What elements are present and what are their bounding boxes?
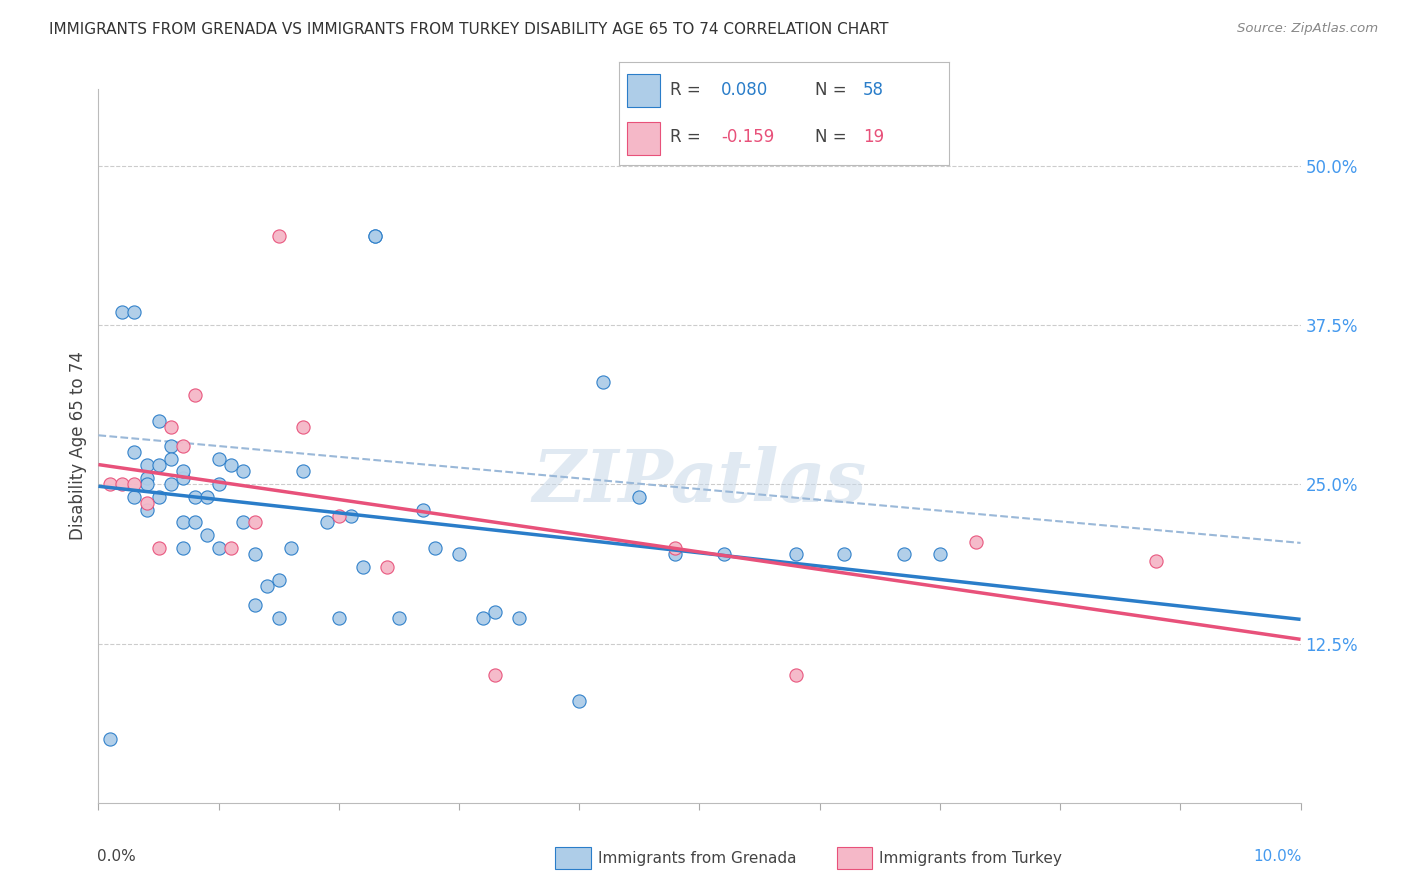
Point — [183, 516, 205, 530]
Text: Source: ZipAtlas.com: Source: ZipAtlas.com — [1237, 22, 1378, 36]
Point — [159, 477, 181, 491]
Point — [159, 420, 181, 434]
Point — [328, 611, 350, 625]
Point — [340, 509, 363, 524]
Y-axis label: Disability Age 65 to 74: Disability Age 65 to 74 — [69, 351, 87, 541]
Point — [965, 534, 987, 549]
Point — [929, 547, 952, 561]
Point — [628, 490, 651, 504]
Point — [291, 465, 314, 479]
Text: Immigrants from Grenada: Immigrants from Grenada — [598, 851, 796, 865]
Bar — [627, 74, 659, 106]
Point — [243, 599, 266, 613]
Point — [256, 579, 278, 593]
Text: N =: N = — [815, 81, 852, 99]
Point — [364, 228, 387, 243]
Point — [1144, 554, 1167, 568]
Point — [364, 228, 387, 243]
Point — [280, 541, 302, 555]
Point — [195, 490, 218, 504]
Point — [148, 541, 170, 555]
Point — [484, 605, 506, 619]
Point — [124, 305, 146, 319]
Point — [472, 611, 495, 625]
Point — [328, 509, 350, 524]
Point — [148, 413, 170, 427]
Text: 58: 58 — [863, 81, 884, 99]
Point — [315, 516, 337, 530]
Point — [664, 547, 686, 561]
Point — [172, 465, 194, 479]
Point — [219, 458, 242, 472]
Point — [785, 547, 807, 561]
Point — [232, 465, 254, 479]
Point — [412, 502, 434, 516]
Point — [664, 541, 686, 555]
Point — [592, 376, 614, 390]
Point — [267, 573, 290, 587]
Point — [893, 547, 915, 561]
Point — [135, 496, 157, 510]
Point — [100, 732, 122, 747]
Point — [172, 541, 194, 555]
Bar — [627, 122, 659, 155]
Point — [785, 668, 807, 682]
Text: IMMIGRANTS FROM GRENADA VS IMMIGRANTS FROM TURKEY DISABILITY AGE 65 TO 74 CORREL: IMMIGRANTS FROM GRENADA VS IMMIGRANTS FR… — [49, 22, 889, 37]
Point — [219, 541, 242, 555]
Point — [447, 547, 470, 561]
Text: 10.0%: 10.0% — [1253, 849, 1302, 864]
Point — [388, 611, 411, 625]
Point — [375, 560, 398, 574]
Point — [568, 694, 591, 708]
Point — [291, 420, 314, 434]
Point — [172, 439, 194, 453]
Point — [352, 560, 374, 574]
Text: 0.080: 0.080 — [721, 81, 768, 99]
Point — [508, 611, 530, 625]
Point — [208, 451, 231, 466]
Text: ZIPatlas: ZIPatlas — [533, 446, 866, 517]
Point — [713, 547, 735, 561]
Point — [124, 490, 146, 504]
Point — [135, 471, 157, 485]
Point — [135, 502, 157, 516]
Point — [159, 439, 181, 453]
Point — [243, 516, 266, 530]
Point — [172, 516, 194, 530]
Point — [111, 305, 134, 319]
Text: N =: N = — [815, 128, 852, 146]
Text: 19: 19 — [863, 128, 884, 146]
Text: 0.0%: 0.0% — [97, 849, 136, 864]
Point — [111, 477, 134, 491]
Point — [148, 458, 170, 472]
Point — [208, 477, 231, 491]
Point — [832, 547, 855, 561]
Point — [100, 477, 122, 491]
Text: Immigrants from Turkey: Immigrants from Turkey — [879, 851, 1062, 865]
Point — [183, 388, 205, 402]
Point — [183, 490, 205, 504]
Point — [243, 547, 266, 561]
Text: R =: R = — [669, 81, 706, 99]
Point — [159, 451, 181, 466]
Point — [484, 668, 506, 682]
Point — [135, 458, 157, 472]
Point — [195, 528, 218, 542]
Point — [124, 445, 146, 459]
Point — [267, 611, 290, 625]
Point — [232, 516, 254, 530]
Text: -0.159: -0.159 — [721, 128, 775, 146]
Point — [172, 471, 194, 485]
Text: R =: R = — [669, 128, 706, 146]
Point — [148, 490, 170, 504]
Point — [423, 541, 446, 555]
Point — [208, 541, 231, 555]
Point — [124, 477, 146, 491]
Point — [267, 228, 290, 243]
Point — [135, 477, 157, 491]
